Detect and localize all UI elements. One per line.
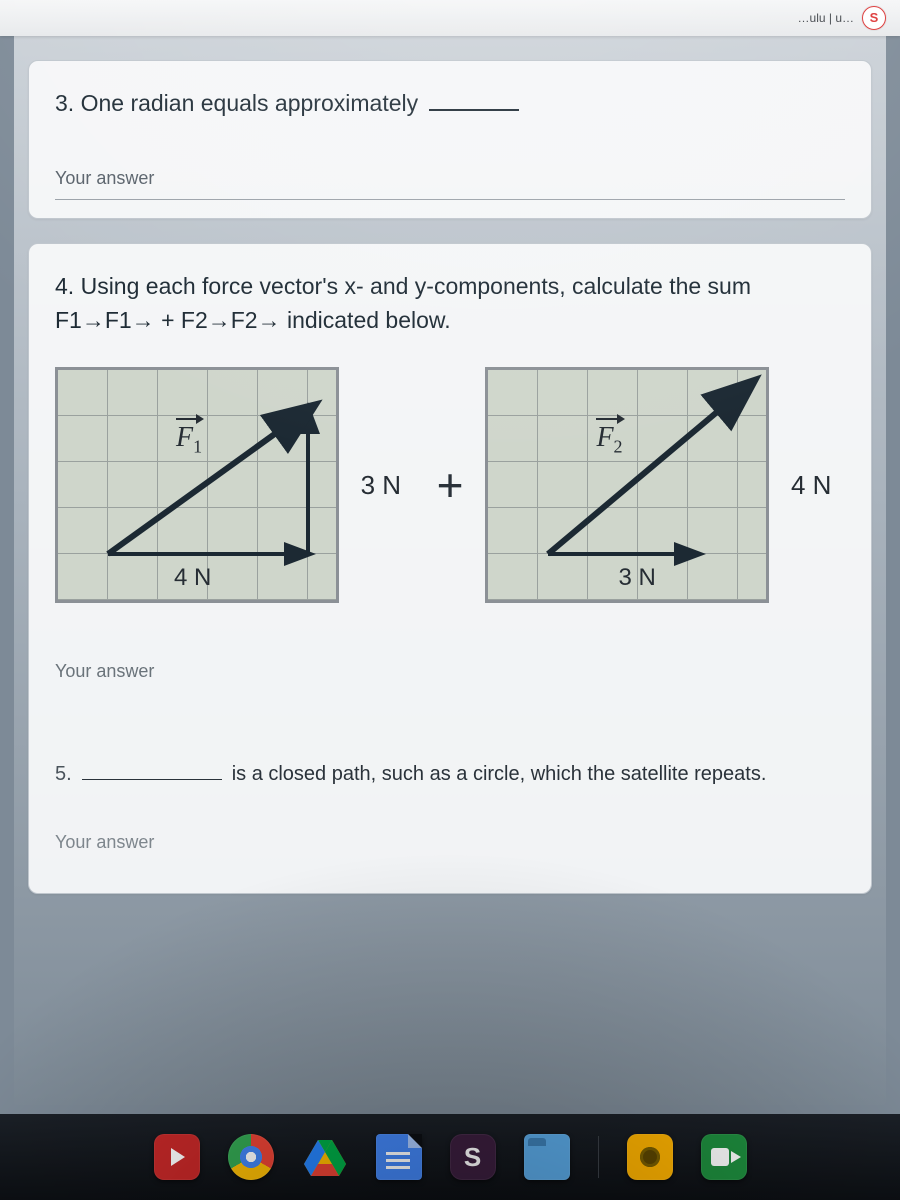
diagram-f2: F2 3 N: [485, 367, 769, 603]
chrome-icon[interactable]: [228, 1134, 274, 1180]
taskbar-separator: [598, 1136, 599, 1178]
extension-s-icon[interactable]: [862, 6, 886, 30]
form-background: 3. One radian equals approximately Your …: [14, 0, 886, 1105]
vector-diagram-row: F1 4 N 3 N +: [55, 367, 845, 603]
f1-horizontal-magnitude: 4 N: [174, 564, 211, 592]
plus-icon: +: [437, 462, 464, 508]
q5-blank-line: [82, 762, 222, 780]
q4-answer-input[interactable]: Your answer: [55, 661, 845, 692]
q3-text-before: One radian equals approximately: [81, 90, 419, 116]
browser-top-strip: …ulu | u…: [0, 0, 900, 36]
camera-icon[interactable]: [627, 1134, 673, 1180]
tab-text-fragment: …ulu | u…: [798, 11, 854, 25]
question-card-4: 4. Using each force vector's x- and y-co…: [28, 243, 872, 894]
diagram-f1: F1 4 N: [55, 367, 339, 603]
f1-right-magnitude: 3 N: [361, 470, 415, 501]
docs-icon[interactable]: [376, 1134, 422, 1180]
question-card-3: 3. One radian equals approximately Your …: [28, 60, 872, 219]
f2-right-magnitude: 4 N: [791, 470, 845, 501]
q3-answer-input[interactable]: Your answer: [55, 168, 845, 200]
os-taskbar: [0, 1114, 900, 1200]
youtube-icon[interactable]: [154, 1134, 200, 1180]
q5-number: 5.: [55, 763, 72, 786]
question-5-text: 5. is a closed path, such as a circle, w…: [55, 762, 845, 786]
q5-answer-input[interactable]: Your answer: [55, 832, 845, 863]
f2-horizontal-magnitude: 3 N: [618, 564, 655, 592]
q4-number: 4.: [55, 273, 74, 299]
drive-icon[interactable]: [302, 1134, 348, 1180]
f2-label: F2: [596, 422, 622, 458]
q4-body: Using each force vector's x- and y-compo…: [55, 273, 751, 332]
slack-s-icon[interactable]: [450, 1134, 496, 1180]
question-4-text: 4. Using each force vector's x- and y-co…: [55, 270, 845, 337]
q3-blank-line: [429, 88, 519, 111]
q5-text-after: is a closed path, such as a circle, whic…: [232, 763, 767, 786]
meet-icon[interactable]: [701, 1134, 747, 1180]
files-icon[interactable]: [524, 1134, 570, 1180]
f1-label: F1: [176, 422, 202, 458]
question-3-text: 3. One radian equals approximately: [55, 87, 845, 120]
q3-number: 3.: [55, 90, 74, 116]
